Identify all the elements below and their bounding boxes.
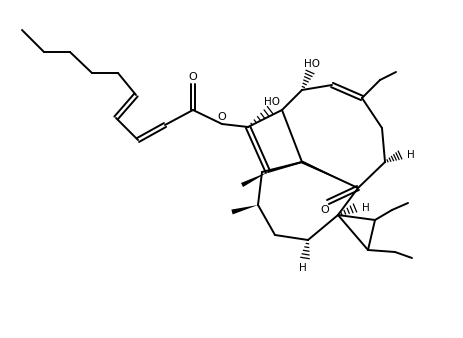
Text: H: H: [361, 203, 369, 213]
Polygon shape: [301, 161, 357, 188]
Text: HO: HO: [303, 59, 319, 69]
Text: HO: HO: [263, 97, 279, 107]
Text: H: H: [299, 263, 306, 273]
Text: O: O: [188, 72, 197, 82]
Polygon shape: [231, 205, 257, 214]
Text: O: O: [320, 205, 329, 215]
Polygon shape: [240, 172, 268, 187]
Text: O: O: [217, 112, 226, 122]
Text: H: H: [406, 150, 414, 160]
